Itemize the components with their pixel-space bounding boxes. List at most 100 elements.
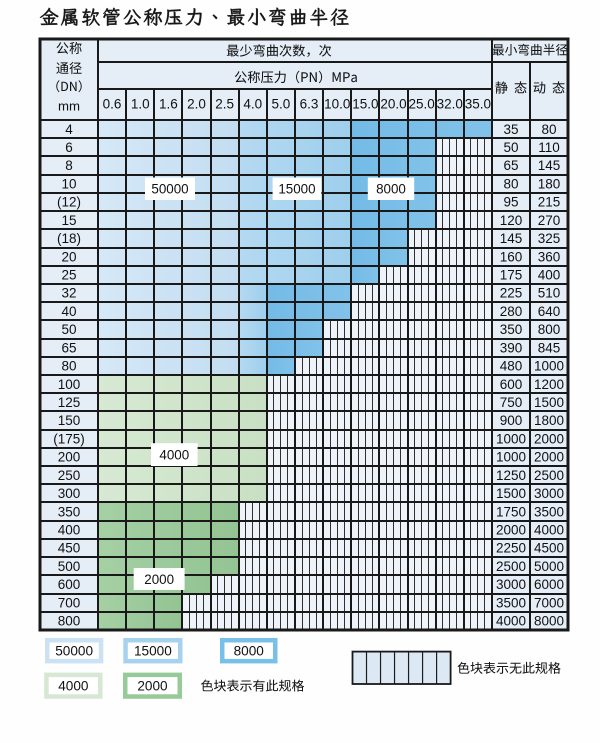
svg-text:50: 50 (503, 140, 518, 155)
svg-text:360: 360 (538, 249, 561, 264)
svg-text:25.0: 25.0 (408, 97, 434, 112)
svg-text:2000: 2000 (534, 450, 564, 465)
svg-text:150: 150 (58, 413, 81, 428)
svg-text:6.3: 6.3 (300, 97, 319, 112)
svg-text:2500: 2500 (534, 468, 564, 483)
svg-text:1500: 1500 (496, 486, 526, 501)
svg-text:120: 120 (500, 213, 523, 228)
svg-text:145: 145 (538, 158, 561, 173)
svg-text:3000: 3000 (496, 577, 526, 592)
svg-text:700: 700 (58, 595, 81, 610)
svg-text:800: 800 (58, 614, 81, 629)
svg-text:250: 250 (58, 468, 81, 483)
svg-text:640: 640 (538, 304, 561, 319)
svg-text:10: 10 (61, 176, 76, 191)
svg-text:4.0: 4.0 (243, 97, 262, 112)
svg-text:180: 180 (538, 176, 561, 191)
svg-text:15.0: 15.0 (352, 97, 378, 112)
svg-text:400: 400 (538, 268, 561, 283)
svg-text:15000: 15000 (134, 644, 172, 659)
svg-text:600: 600 (58, 577, 81, 592)
svg-text:2000: 2000 (137, 679, 168, 694)
svg-text:32.0: 32.0 (437, 97, 463, 112)
svg-text:4000: 4000 (534, 523, 564, 538)
svg-text:65: 65 (503, 158, 518, 173)
svg-text:2250: 2250 (496, 541, 526, 556)
svg-text:1000: 1000 (534, 359, 564, 374)
svg-text:80: 80 (503, 176, 518, 191)
svg-text:280: 280 (500, 304, 523, 319)
svg-text:900: 900 (500, 413, 523, 428)
svg-text:0.6: 0.6 (103, 97, 122, 112)
svg-text:3000: 3000 (534, 486, 564, 501)
svg-text:300: 300 (58, 486, 81, 501)
svg-text:50000: 50000 (151, 182, 188, 197)
svg-text:95: 95 (503, 195, 518, 210)
svg-text:1000: 1000 (496, 450, 526, 465)
svg-text:510: 510 (538, 286, 561, 301)
svg-text:270: 270 (538, 213, 561, 228)
svg-text:8000: 8000 (534, 614, 564, 629)
svg-text:4000: 4000 (58, 679, 89, 694)
svg-text:1500: 1500 (534, 395, 564, 410)
svg-text:110: 110 (538, 140, 560, 155)
svg-text:1200: 1200 (534, 377, 564, 392)
svg-text:350: 350 (500, 322, 523, 337)
svg-text:65: 65 (61, 340, 76, 355)
svg-text:2500: 2500 (496, 559, 526, 574)
svg-text:160: 160 (500, 249, 523, 264)
svg-text:2000: 2000 (496, 523, 526, 538)
svg-text:1.0: 1.0 (131, 97, 150, 112)
svg-text:50000: 50000 (55, 644, 93, 659)
svg-text:600: 600 (500, 377, 523, 392)
svg-text:3500: 3500 (534, 504, 564, 519)
svg-text:350: 350 (58, 504, 81, 519)
svg-text:390: 390 (500, 340, 523, 355)
svg-text:10.0: 10.0 (324, 97, 350, 112)
svg-text:1.6: 1.6 (159, 97, 178, 112)
svg-text:40: 40 (61, 304, 76, 319)
svg-text:6000: 6000 (534, 577, 564, 592)
svg-text:325: 325 (538, 231, 561, 246)
svg-text:25: 25 (61, 268, 76, 283)
svg-text:100: 100 (58, 377, 81, 392)
svg-text:80: 80 (61, 359, 76, 374)
svg-text:80: 80 (541, 122, 556, 137)
svg-text:2000: 2000 (534, 431, 564, 446)
svg-text:2.0: 2.0 (187, 97, 206, 112)
svg-text:6: 6 (65, 140, 73, 155)
svg-text:800: 800 (538, 322, 561, 337)
svg-text:35.0: 35.0 (465, 97, 491, 112)
svg-text:500: 500 (58, 559, 81, 574)
svg-text:(12): (12) (57, 195, 81, 210)
svg-text:5000: 5000 (534, 559, 564, 574)
svg-text:225: 225 (500, 286, 523, 301)
svg-text:20: 20 (61, 249, 76, 264)
svg-text:32: 32 (61, 286, 76, 301)
svg-text:8: 8 (65, 158, 73, 173)
svg-text:145: 145 (500, 231, 523, 246)
svg-text:480: 480 (500, 359, 523, 374)
svg-text:50: 50 (61, 322, 76, 337)
svg-text:750: 750 (500, 395, 523, 410)
svg-text:4000: 4000 (496, 614, 526, 629)
svg-text:2.5: 2.5 (215, 97, 234, 112)
svg-text:4500: 4500 (534, 541, 564, 556)
svg-text:400: 400 (58, 523, 81, 538)
svg-text:200: 200 (58, 450, 81, 465)
svg-text:15000: 15000 (278, 182, 315, 197)
svg-text:4000: 4000 (159, 447, 189, 462)
svg-text:845: 845 (538, 340, 561, 355)
svg-text:5.0: 5.0 (272, 97, 291, 112)
svg-text:1000: 1000 (496, 431, 526, 446)
svg-text:215: 215 (538, 195, 561, 210)
svg-text:mm: mm (58, 99, 80, 114)
svg-text:1750: 1750 (496, 504, 526, 519)
svg-text:(18): (18) (57, 231, 81, 246)
svg-text:2000: 2000 (144, 572, 174, 587)
svg-text:3500: 3500 (496, 595, 526, 610)
svg-text:175: 175 (500, 268, 523, 283)
svg-text:7000: 7000 (534, 595, 564, 610)
svg-text:4: 4 (65, 122, 73, 137)
svg-text:450: 450 (58, 541, 81, 556)
